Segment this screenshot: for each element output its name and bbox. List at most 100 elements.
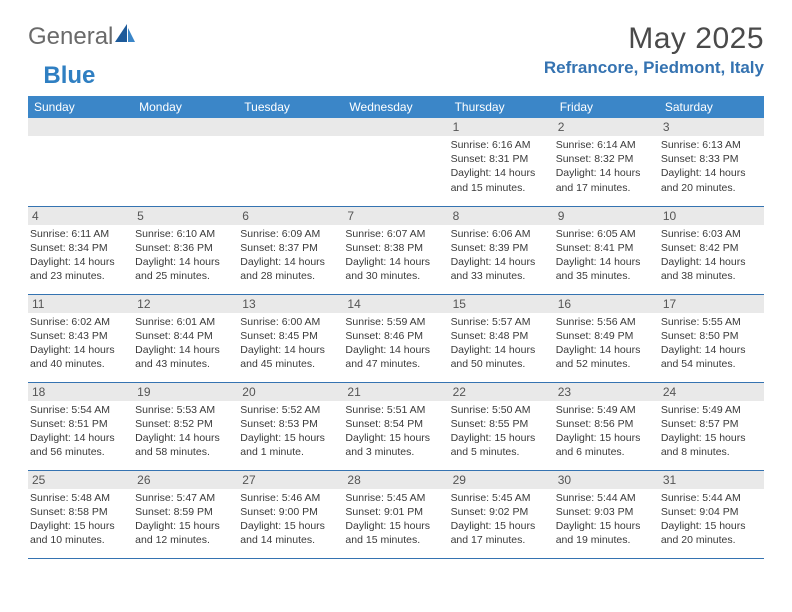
calendar-day-cell: 23 Sunrise: 5:49 AM Sunset: 8:56 PM Dayligh… [554,382,659,470]
calendar-day-cell: 3Sunrise: 6:13 AMSunset: 8:33 PMDaylight… [659,118,764,206]
day-number: 1 [449,118,554,136]
sunset-text: Sunset: 9:02 PM [451,506,529,518]
sunrise-text: Sunrise: 5:45 AM [451,492,531,504]
sunrise-text: Sunrise: 5:49 AM [661,404,741,416]
daylight-text: Daylight: 14 hours and 52 minutes. [556,344,641,370]
weekday-header: Wednesday [343,96,448,118]
daylight-text: Daylight: 15 hours and 10 minutes. [30,520,115,546]
day-number: 25 [28,471,133,489]
calendar-week-row: 11Sunrise: 6:02 AMSunset: 8:43 PMDayligh… [28,294,764,382]
day-number: 7 [343,207,448,225]
day-details: Sunrise: 6:07 AMSunset: 8:38 PMDaylight:… [343,225,448,286]
sunset-text: Sunset: 9:00 PM [240,506,318,518]
day-number [238,118,343,136]
day-number: 30 [554,471,659,489]
sunrise-text: Sunrise: 5:53 AM [135,404,215,416]
sunrise-text: Sunrise: 5:44 AM [661,492,741,504]
sunrise-text: Sunrise: 5:54 AM [30,404,110,416]
day-number: 14 [343,295,448,313]
sunrise-text: Sunrise: 6:13 AM [661,139,741,151]
calendar-body: 1Sunrise: 6:16 AMSunset: 8:31 PMDaylight… [28,118,764,558]
daylight-text: Daylight: 15 hours and 6 minutes. [556,432,641,458]
calendar-day-cell: 21Sunrise: 5:51 AMSunset: 8:54 PMDayligh… [343,382,448,470]
day-details: Sunrise: 6:14 AMSunset: 8:32 PMDaylight:… [554,136,659,197]
location-subtitle: Refrancore, Piedmont, Italy [544,58,764,78]
sunrise-text: Sunrise: 6:07 AM [345,228,425,240]
calendar-week-row: 18 Sunrise: 5:54 AM Sunset: 8:51 PM Dayligh… [28,382,764,470]
sunrise-text: Sunrise: 5:50 AM [451,404,531,416]
day-number: 31 [659,471,764,489]
daylight-text: Daylight: 14 hours and 20 minutes. [661,167,746,193]
day-details: Sunrise: 6:13 AM Sunset: 8:33 PM Daylight:… [659,136,764,197]
weekday-header: Tuesday [238,96,343,118]
day-number: 5 [133,207,238,225]
day-details: Sunrise: 5:51 AMSunset: 8:54 PMDaylight:… [343,401,448,462]
calendar-day-cell: 14Sunrise: 5:59 AMSunset: 8:46 PMDayligh… [343,294,448,382]
sunset-text: Sunset: 8:51 PM [30,418,108,430]
calendar-day-cell [133,118,238,206]
calendar-day-cell: 31Sunrise: 5:44 AMSunset: 9:04 PMDayligh… [659,470,764,558]
day-number: 4 [28,207,133,225]
calendar-day-cell: 7Sunrise: 6:07 AMSunset: 8:38 PMDaylight… [343,206,448,294]
day-number: 2 [554,118,659,136]
sunrise-text: Sunrise: 6:01 AM [135,316,215,328]
calendar-day-cell [28,118,133,206]
day-details: Sunrise: 6:03 AMSunset: 8:42 PMDaylight:… [659,225,764,286]
daylight-text: Daylight: 14 hours and 58 minutes. [135,432,220,458]
sunset-text: Sunset: 8:46 PM [345,330,423,342]
calendar-day-cell: 15Sunrise: 5:57 AMSunset: 8:48 PMDayligh… [449,294,554,382]
daylight-text: Daylight: 14 hours and 28 minutes. [240,256,325,282]
calendar-day-cell: 9Sunrise: 6:05 AMSunset: 8:41 PMDaylight… [554,206,659,294]
daylight-text: Daylight: 14 hours and 38 minutes. [661,256,746,282]
sunset-text: Sunset: 8:38 PM [345,242,423,254]
sunrise-text: Sunrise: 5:49 AM [556,404,636,416]
sunset-text: Sunset: 8:43 PM [30,330,108,342]
day-details: Sunrise: 5:48 AM Sunset: 8:58 PM Daylight:… [28,489,133,550]
day-number: 9 [554,207,659,225]
day-details: Sunrise: 6:16 AMSunset: 8:31 PMDaylight:… [449,136,554,197]
sunrise-text: Sunrise: 5:51 AM [345,404,425,416]
calendar-day-cell: 22Sunrise: 5:50 AMSunset: 8:55 PMDayligh… [449,382,554,470]
day-number: 24 [659,383,764,401]
weekday-header: Sunday [28,96,133,118]
sunrise-text: Sunrise: 5:48 AM [30,492,110,504]
calendar-day-cell: 4Sunrise: 6:11 AMSunset: 8:34 PMDaylight… [28,206,133,294]
daylight-text: Daylight: 14 hours and 45 minutes. [240,344,325,370]
sunrise-text: Sunrise: 6:10 AM [135,228,215,240]
brand-part2: Blue [43,62,95,90]
sunrise-text: Sunrise: 5:59 AM [345,316,425,328]
day-number: 20 [238,383,343,401]
sunrise-text: Sunrise: 5:47 AM [135,492,215,504]
sunset-text: Sunset: 8:33 PM [661,153,739,165]
calendar-head: SundayMondayTuesdayWednesdayThursdayFrid… [28,96,764,118]
sunset-text: Sunset: 8:58 PM [30,506,108,518]
day-number [133,118,238,136]
day-details: Sunrise: 5:46 AMSunset: 9:00 PMDaylight:… [238,489,343,550]
daylight-text: Daylight: 15 hours and 14 minutes. [240,520,325,546]
calendar-day-cell: 29Sunrise: 5:45 AMSunset: 9:02 PMDayligh… [449,470,554,558]
day-number: 18 [28,383,133,401]
calendar-table: SundayMondayTuesdayWednesdayThursdayFrid… [28,96,764,559]
calendar-day-cell: 18Sunrise: 5:54 AMSunset: 8:51 PMDayligh… [28,382,133,470]
day-number: 13 [238,295,343,313]
sunrise-text: Sunrise: 6:02 AM [30,316,110,328]
calendar-day-cell: 20Sunrise: 5:52 AMSunset: 8:53 PMDayligh… [238,382,343,470]
day-details: Sunrise: 5:55 AMSunset: 8:50 PMDaylight:… [659,313,764,374]
day-details: Sunrise: 5:52 AMSunset: 8:53 PMDaylight:… [238,401,343,462]
day-number: 17 [659,295,764,313]
daylight-text: Daylight: 15 hours and 15 minutes. [345,520,430,546]
sunset-text: Sunset: 8:52 PM [135,418,213,430]
sunset-text: Sunset: 8:44 PM [135,330,213,342]
day-number: 12 [133,295,238,313]
sunrise-text: Sunrise: 6:09 AM [240,228,320,240]
day-details: Sunrise: 5:54 AMSunset: 8:51 PMDaylight:… [28,401,133,462]
sunset-text: Sunset: 8:36 PM [135,242,213,254]
daylight-text: Daylight: 15 hours and 17 minutes. [451,520,536,546]
daylight-text: Daylight: 15 hours and 8 minutes. [661,432,746,458]
sunset-text: Sunset: 9:03 PM [556,506,634,518]
sunset-text: Sunset: 8:56 PM [556,418,634,430]
day-number: 23 [554,383,659,401]
daylight-text: Daylight: 15 hours and 12 minutes. [135,520,220,546]
day-number: 21 [343,383,448,401]
sunset-text: Sunset: 8:48 PM [451,330,529,342]
